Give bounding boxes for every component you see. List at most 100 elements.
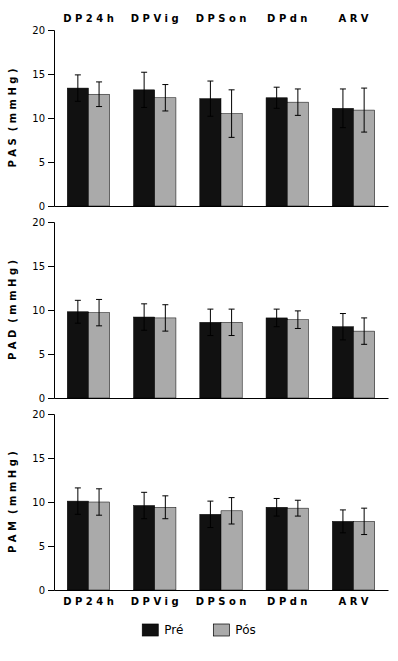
y-tick-label: 0	[39, 201, 45, 212]
error-bar-cap	[274, 87, 280, 88]
legend-label: Pós	[235, 623, 255, 637]
y-tick-mark	[48, 74, 54, 75]
error-bar	[229, 498, 235, 524]
x-top-tick: D P V i g	[131, 13, 179, 24]
y-tick: 5	[39, 157, 54, 168]
error-bar	[274, 87, 280, 108]
error-bar-stem	[231, 90, 232, 138]
error-bar-cap	[361, 344, 367, 345]
error-bar-cap	[75, 487, 81, 488]
y-tick-label: 20	[32, 409, 45, 420]
error-bar-cap	[295, 328, 301, 329]
error-bar-stem	[342, 510, 343, 533]
error-bar-cap	[229, 524, 235, 525]
y-tick-label: 0	[39, 585, 45, 596]
y-tick: 15	[32, 261, 54, 272]
error-bar-cap	[274, 516, 280, 517]
legend-swatch	[213, 624, 229, 636]
panel: 05101520P A D ( m m H g )	[7, 217, 389, 404]
error-bar	[295, 500, 301, 516]
x-tick-label: D P V i g	[131, 596, 179, 607]
y-tick-label: 5	[39, 349, 45, 360]
error-bar-stem	[364, 88, 365, 132]
x-axis-line	[55, 590, 389, 591]
bar	[67, 88, 88, 206]
error-bar-stem	[99, 82, 100, 107]
error-bar-cap	[207, 116, 213, 117]
error-bar-stem	[342, 314, 343, 340]
error-bar-cap	[207, 81, 213, 82]
y-tick-label: 15	[32, 261, 45, 272]
error-bar-cap	[162, 304, 168, 305]
x-tick-label: D P 2 4 h	[63, 596, 114, 607]
bar	[155, 98, 176, 206]
bar	[88, 94, 109, 206]
error-bar-stem	[231, 498, 232, 524]
error-bar-cap	[274, 326, 280, 327]
error-bar	[141, 492, 147, 518]
y-tick-mark	[48, 398, 54, 399]
x-top-tick-label: D P S o n	[196, 13, 247, 24]
bar	[266, 318, 287, 398]
x-top-tick-label: A R V	[338, 13, 368, 24]
y-tick-label: 0	[39, 393, 45, 404]
error-bar-cap	[162, 518, 168, 519]
x-axis	[55, 206, 389, 207]
error-bar-cap	[162, 84, 168, 85]
chart: 05101520P A S ( m m H g )D P 2 4 hD P V …	[0, 0, 398, 661]
error-bar-stem	[165, 496, 166, 519]
panel: 0 5 10 15 20 P A M ( m m H g ) D P 2 4 h D P V …	[7, 409, 389, 607]
error-bar	[340, 314, 346, 340]
y-tick: 20	[32, 409, 54, 420]
y-tick: 0	[39, 393, 54, 404]
y-tick: 0	[39, 585, 54, 596]
y-tick-mark	[48, 162, 54, 163]
y-tick-label: 10	[32, 305, 45, 316]
error-bar-stem	[77, 75, 78, 101]
y-tick-label: 5	[39, 541, 45, 552]
error-bar-cap	[141, 107, 147, 108]
error-bar	[229, 309, 235, 335]
error-bar-cap	[141, 72, 147, 73]
error-bar-cap	[96, 299, 102, 300]
error-bar-cap	[75, 101, 81, 102]
y-tick-mark	[48, 118, 54, 119]
error-bar-cap	[96, 106, 102, 107]
error-bar-cap	[75, 300, 81, 301]
error-bar-cap	[96, 325, 102, 326]
y-tick-label: 20	[32, 217, 45, 228]
series	[88, 489, 374, 590]
y-tick: 20	[32, 25, 54, 36]
y-tick-mark	[48, 546, 54, 547]
error-bar	[75, 488, 81, 514]
error-bar-stem	[99, 299, 100, 325]
error-bar-stem	[297, 500, 298, 516]
error-bar	[295, 89, 301, 115]
error-bar	[207, 81, 213, 116]
series	[67, 72, 353, 206]
series	[67, 488, 353, 590]
x-axis-line	[55, 398, 389, 399]
bar	[287, 508, 308, 590]
error-bar-cap	[207, 527, 213, 528]
y-axis-title: P A M ( m m H g )	[7, 451, 18, 553]
y-tick-mark	[48, 414, 54, 415]
error-bar-cap	[75, 74, 81, 75]
x-tick-label: D P S o n	[196, 596, 247, 607]
error-bar-cap	[295, 88, 301, 89]
x-tick-label: D P d n	[267, 596, 307, 607]
legend-swatch	[142, 624, 158, 636]
error-bar-cap	[229, 497, 235, 498]
y-tick-label: 15	[32, 453, 45, 464]
error-bar-cap	[340, 127, 346, 128]
bar	[287, 320, 308, 398]
error-bar-cap	[340, 339, 346, 340]
series	[67, 300, 353, 398]
error-bar	[141, 72, 147, 107]
y-tick: 10	[32, 497, 54, 508]
error-bar-cap	[361, 88, 367, 89]
error-bar-cap	[340, 88, 346, 89]
error-bar-cap	[229, 309, 235, 310]
y-tick: 15	[32, 453, 54, 464]
legend: PréPós	[142, 623, 255, 637]
